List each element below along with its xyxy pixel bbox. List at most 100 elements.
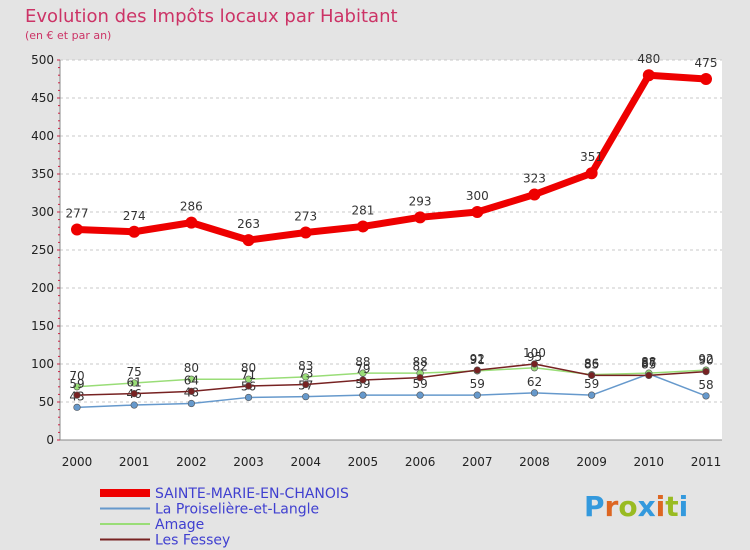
data-label: 62 [527,375,542,389]
series-lines: 4346485657595959625987587075808083888891… [66,52,718,411]
y-tick-label: 450 [31,91,54,105]
legend-label: Les Fessey [155,533,230,549]
logo-letter: t [665,490,678,523]
data-point [128,225,141,238]
data-point [187,399,195,408]
data-label: 83 [298,359,313,373]
data-label: 87 [641,356,656,370]
chart-subtitle: (en € et par an) [25,29,111,42]
y-axis-ticks: 0 50 100 150 200 250 300 350 400 450 500 [31,53,60,447]
data-point [302,380,310,389]
series-3: 70 75 80 80 83 88 88 91 95 86 88 92 [69,350,714,391]
data-label: 58 [698,378,713,392]
data-point [588,371,596,380]
data-label: 281 [351,203,374,217]
data-point [299,226,312,239]
logo-letter: x [638,490,656,523]
data-label: 88 [355,355,370,369]
data-label: 293 [409,194,432,208]
x-tick-label: 2010 [634,455,665,469]
data-label: 71 [241,368,256,382]
data-point [359,376,367,384]
data-point [530,389,539,397]
data-point [73,383,81,391]
logo-text: Proxiti [584,490,688,523]
data-point [585,167,598,180]
series-line [76,71,707,244]
data-label: 95 [527,350,542,364]
series-1: 277 274 286 263 273 281 293 300 323 351 480 475 [66,52,718,247]
y-tick-label: 50 [39,395,54,409]
data-point [71,223,83,236]
logo-letter: r [605,490,619,523]
data-point [700,73,712,85]
data-label: 475 [695,56,718,70]
data-point [302,373,310,381]
data-label: 100 [523,346,546,360]
data-label: 274 [123,209,146,223]
data-label: 277 [66,206,89,220]
proxiti-logo: Proxiti [584,490,688,523]
data-label: 90 [698,354,713,368]
y-tick-label: 0 [46,433,54,447]
x-tick-label: 2004 [290,455,321,469]
data-label: 59 [412,377,427,391]
data-label: 85 [584,357,599,371]
y-tick-label: 400 [31,129,54,143]
y-tick-label: 100 [31,357,54,371]
data-label: 64 [184,373,199,387]
chart-title: Evolution des Impôts locaux par Habitant [25,6,398,27]
data-point [416,391,424,399]
data-label: 351 [580,150,603,164]
y-tick-label: 350 [31,167,54,181]
x-tick-label: 2001 [119,455,150,469]
data-point [187,375,195,383]
data-label: 273 [294,210,317,224]
data-point [702,368,710,376]
x-tick-label: 2007 [462,455,493,469]
data-label: 323 [523,172,546,186]
data-point [588,391,596,399]
data-point [471,206,484,218]
data-label: 59 [470,377,485,391]
data-point [645,371,653,380]
series-line [76,367,707,388]
data-label: 73 [298,367,313,381]
series-4: 59 61 64 71 73 79 82 92 100 85 85 90 [69,346,714,399]
data-label: 80 [184,361,199,375]
data-label: 79 [355,362,370,376]
data-point [473,391,481,399]
legend-label: La Proiselière-et-Langle [155,502,319,518]
data-point [356,220,369,233]
logo-letter: i [656,490,666,523]
data-label: 300 [466,189,489,203]
data-point [130,390,138,398]
data-label: 286 [180,200,203,214]
data-point [359,391,367,399]
legend-label: SAINTE-MARIE-EN-CHANOIS [155,486,349,502]
data-point [187,387,195,395]
data-point [185,216,198,229]
data-point [130,401,138,409]
data-point [244,382,253,390]
data-point [244,393,253,402]
logo-letter: i [679,490,689,523]
data-point [302,393,310,401]
data-label: 480 [637,52,660,66]
y-tick-label: 500 [31,53,54,67]
data-label: 91 [470,353,485,367]
series-line [76,363,707,396]
data-point [416,374,424,382]
data-label: 59 [584,377,599,391]
x-tick-label: 2006 [405,455,436,469]
y-tick-label: 250 [31,243,54,257]
data-point [528,188,541,201]
logo-letter: P [584,490,605,523]
data-label: 92 [698,352,713,366]
logo-letter: o [618,490,637,523]
y-tick-label: 300 [31,205,54,219]
x-axis-ticks: 2000 2001 2002 2003 2004 2005 2006 2007 2008 2009… [62,455,722,469]
data-point [414,211,427,224]
